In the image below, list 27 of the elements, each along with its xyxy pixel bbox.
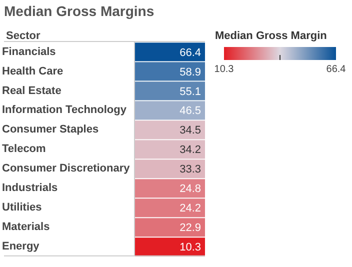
data-label: 24.8 [180,183,201,196]
color-bar-label: 10.3 [214,64,234,75]
data-label: 55.1 [180,86,201,98]
data-label: 33.3 [180,164,201,176]
y-tick-label: Consumer Discretionary [2,162,131,175]
y-tick-label: Telecom [2,143,46,156]
y-tick-label: Financials [2,46,56,58]
y-axis-title: Sector [6,30,41,42]
y-tick-label: Consumer Staples [2,124,99,136]
y-tick-label: Industrials [2,182,58,194]
y-tick-label: Real Estate [2,84,62,97]
y-tick-label: Utilities [2,202,42,214]
color-bar-title: Median Gross Margin [215,30,328,42]
data-label: 34.5 [180,124,201,137]
y-tick-label: Health Care [2,65,64,78]
chart-title: Median Gross Margins [4,2,154,19]
data-label: 34.2 [180,144,201,156]
data-label: 22.9 [180,222,201,234]
data-label: 46.5 [180,105,201,118]
data-label: 66.4 [180,46,201,59]
y-tick-label: Energy [2,240,40,253]
data-label: 24.2 [180,202,201,215]
data-label: 58.9 [180,66,201,78]
y-tick-label: Information Technology [2,104,128,116]
color-bar-label: 66.4 [326,64,346,75]
data-label: 10.3 [180,242,201,254]
y-tick-label: Materials [2,221,50,234]
